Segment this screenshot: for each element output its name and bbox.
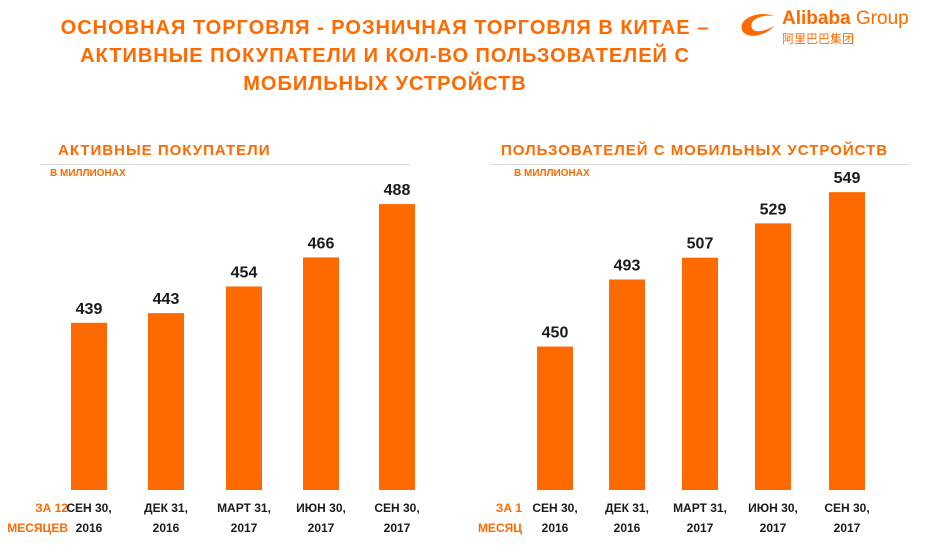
chart-1-category-label: 2016	[153, 521, 180, 535]
logo-wordmark: Alibaba Group	[782, 8, 909, 30]
chart-2-unit: В МИЛЛИОНАХ	[514, 168, 590, 179]
chart-1-data-label: 443	[153, 291, 180, 308]
chart-2-category-label: СЕН 30,	[824, 501, 869, 515]
period-line: МЕСЯЦ	[477, 521, 522, 535]
page-title: ОСНОВНАЯ ТОРГОВЛЯ - РОЗНИЧНАЯ ТОРГОВЛЯ В…	[40, 14, 730, 98]
chart-2-bar	[609, 279, 645, 490]
logo-name: Alibaba	[782, 8, 851, 29]
title-line: ОСНОВНАЯ ТОРГОВЛЯ - РОЗНИЧНАЯ ТОРГОВЛЯ В…	[60, 17, 710, 39]
chart-2-category-label: 2016	[614, 521, 641, 535]
chart-1-bar	[379, 204, 415, 491]
title-line: МОБИЛЬНЫХ УСТРОЙСТВ	[243, 73, 527, 95]
chart-2-category-label: 2016	[542, 521, 569, 535]
alibaba-logo-icon	[741, 13, 774, 36]
chart-2-category-label: ДЕК 31,	[605, 501, 649, 515]
chart-2-category-label: МАРТ 31,	[673, 501, 727, 515]
chart-1-category-label: СЕН 30,	[66, 501, 111, 515]
chart-1-title: АКТИВНЫЕ ПОКУПАТЕЛИ	[58, 142, 271, 159]
chart-2-data-label: 549	[834, 170, 861, 187]
chart-1-category-label: МАРТ 31,	[217, 501, 271, 515]
chart-1-data-label: 466	[308, 235, 335, 252]
chart-2-bar	[537, 346, 573, 490]
chart-2-data-label: 507	[687, 236, 714, 253]
chart-2-category-label: ИЮН 30,	[748, 501, 798, 515]
chart-2-bar	[755, 223, 791, 490]
chart-1-category-label: 2016	[76, 521, 103, 535]
chart-2-bar	[829, 192, 865, 490]
chart-1-category-label: ИЮН 30,	[296, 501, 346, 515]
chart-2-period-label: ЗА 1 МЕСЯЦ	[462, 498, 522, 538]
chart-1-category-label: 2017	[384, 521, 411, 535]
chart-2-data-label: 493	[614, 257, 641, 274]
logo-subtitle: 阿里巴巴集团	[782, 32, 855, 46]
chart-2-data-label: 450	[542, 325, 569, 342]
chart-1-category-label: ДЕК 31,	[144, 501, 188, 515]
chart-2-bar	[682, 257, 718, 490]
chart-1-unit: В МИЛЛИОНАХ	[50, 168, 126, 179]
logo-suffix: Group	[855, 8, 909, 29]
chart-1-divider	[40, 164, 410, 165]
title-line: АКТИВНЫЕ ПОКУПАТЕЛИ И КОЛ-ВО ПОЛЬЗОВАТЕЛ…	[80, 45, 690, 67]
chart-1-data-label: 488	[384, 182, 411, 199]
alibaba-logo: Alibaba Group 阿里巴巴集团	[736, 6, 926, 46]
chart-2-divider	[490, 164, 910, 165]
chart-1-data-label: 454	[231, 264, 258, 281]
chart-2-category-label: 2017	[834, 521, 861, 535]
chart-1-category-label: 2017	[308, 521, 335, 535]
chart-2-data-label: 529	[760, 201, 787, 218]
chart-1-period-label: ЗА 12 МЕСЯЦЕВ	[4, 498, 68, 538]
chart-2-title: ПОЛЬЗОВАТЕЛЕЙ С МОБИЛЬНЫХ УСТРОЙСТВ	[501, 142, 889, 159]
chart-1-category-label: СЕН 30,	[374, 501, 419, 515]
period-line: ЗА 12	[35, 501, 68, 515]
chart-1-bar	[148, 313, 184, 490]
chart-1-bar	[226, 286, 262, 490]
chart-1-data-label: 439	[76, 301, 103, 318]
chart-1-bar	[71, 322, 107, 490]
chart-2-category-label: 2017	[760, 521, 787, 535]
chart-1-category-label: 2017	[231, 521, 258, 535]
period-line: ЗА 1	[495, 501, 522, 515]
chart-2-category-label: 2017	[687, 521, 714, 535]
chart-2-category-label: СЕН 30,	[532, 501, 577, 515]
period-line: МЕСЯЦЕВ	[7, 521, 68, 535]
chart-1-bar	[303, 257, 339, 490]
